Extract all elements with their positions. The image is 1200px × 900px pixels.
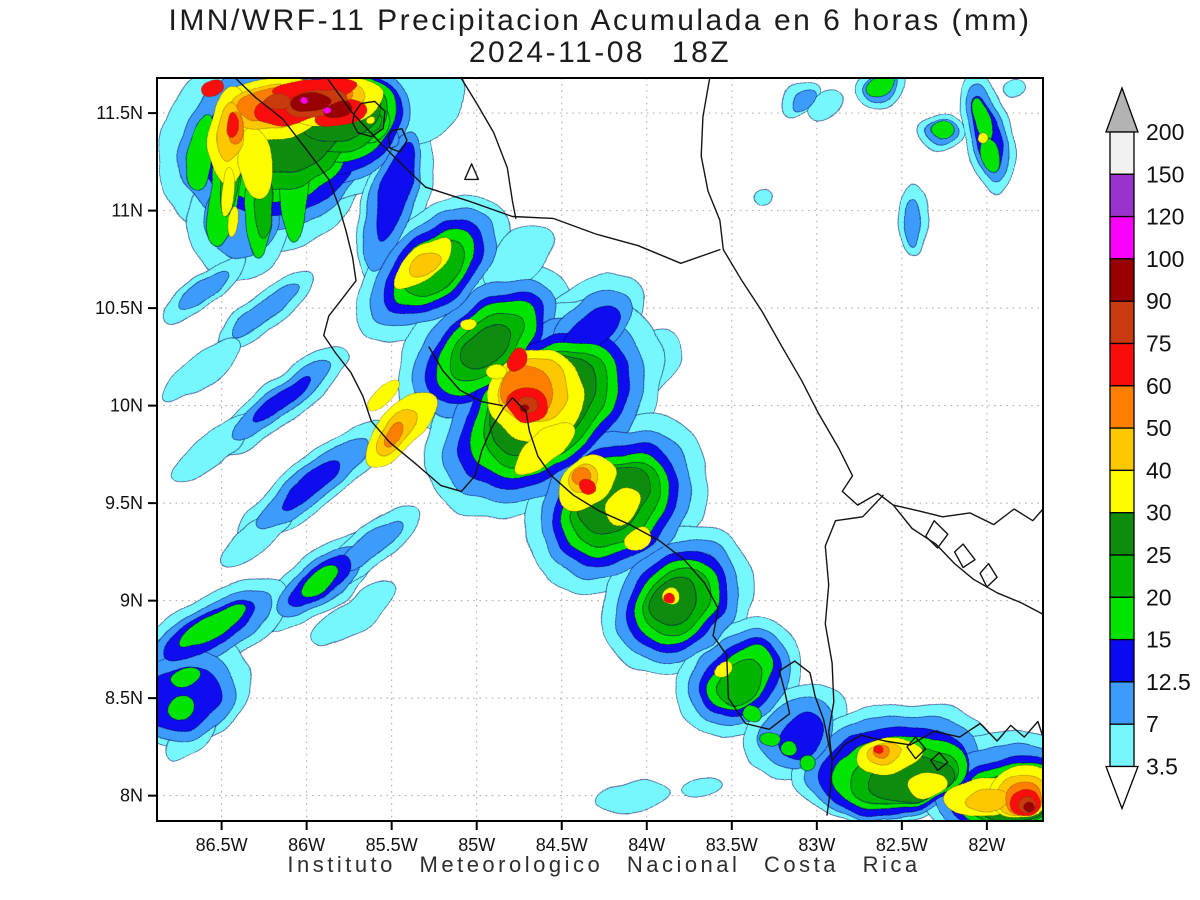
legend-boundary-label: 75 [1146, 331, 1172, 357]
lon-tick-label: 85.5W [366, 835, 418, 855]
legend-color-block [1109, 681, 1135, 725]
lon-tick-label: 84.5W [536, 835, 588, 855]
lon-tick-label: 83.5W [706, 835, 758, 855]
legend-boundary-label: 40 [1146, 457, 1172, 483]
legend-boundary-label: 120 [1146, 204, 1184, 230]
coastlines [234, 78, 1043, 816]
legend-boundary-label: 60 [1146, 373, 1172, 399]
legend-color-block [1109, 512, 1135, 556]
precipitation-field [157, 78, 1043, 821]
lat-tick-label: 9N [120, 591, 143, 611]
map-frame [156, 77, 1044, 822]
legend-color-block [1109, 131, 1135, 175]
legend-boundary-label: 12.5 [1146, 669, 1191, 695]
lon-tick-label: 84W [628, 835, 665, 855]
lat-tick-label: 10.5N [95, 298, 143, 318]
legend-color-block [1109, 427, 1135, 472]
lat-tick-label: 8N [120, 786, 143, 806]
institute-caption: Instituto Meteorologico Nacional Costa R… [287, 852, 921, 877]
legend-boundary-label: 25 [1146, 542, 1172, 568]
lat-tick-label: 11N [111, 201, 143, 221]
legend-color-block [1109, 596, 1135, 641]
legend-color-block [1109, 300, 1135, 345]
legend-boundary-label: 15 [1146, 627, 1172, 653]
legend-boundary-label: 20 [1146, 584, 1172, 610]
legend-over-arrow [1105, 86, 1139, 133]
legend-boundary-label: 90 [1146, 288, 1172, 314]
legend-boundary-label: 30 [1146, 500, 1172, 526]
lat-tick-label: 11.5N [96, 103, 143, 123]
legend-color-block [1109, 215, 1135, 260]
legend-color-block [1109, 554, 1135, 598]
lon-tick-label: 83W [798, 835, 835, 855]
lon-tick-label: 86W [288, 835, 325, 855]
legend-under-arrow [1105, 765, 1139, 811]
legend-color-block [1109, 385, 1135, 429]
lat-tick-label: 9.5N [105, 493, 143, 513]
legend-boundary-label: 50 [1146, 415, 1172, 441]
legend-boundary-label: 150 [1146, 161, 1184, 187]
legend-color-block [1109, 258, 1135, 302]
map-plot-area [156, 77, 1044, 822]
page-title: IMN/WRF-11 Precipitacion Acumulada en 6 … [168, 4, 1032, 37]
lon-tick-label: 86.5W [196, 835, 248, 855]
lon-tick-label: 82.5W [876, 835, 928, 855]
legend-boundary-label: 200 [1146, 119, 1184, 145]
lon-tick-label: 82W [968, 835, 1005, 855]
lat-tick-label: 10N [110, 396, 143, 416]
precip-level-90 [289, 90, 1036, 814]
valid-time-subtitle: 2024-11-08 18Z [468, 36, 732, 69]
legend-color-block [1109, 173, 1135, 218]
legend-boundary-label: 7 [1146, 711, 1159, 737]
precip-level-100 [300, 95, 332, 114]
legend-color-block [1109, 469, 1135, 514]
lon-tick-label: 85W [458, 835, 495, 855]
legend-boundary-label: 3.5 [1146, 754, 1178, 780]
legend-color-block [1109, 342, 1135, 387]
legend-colorbar: 200 150 120 100 90 75 60 50 40 30 25 20 15 12.5 7 3.5 [1105, 86, 1191, 811]
legend-boundary-label: 100 [1146, 246, 1184, 272]
legend-color-block [1109, 723, 1135, 768]
axes: 11.5N 11N 10.5N 10N 9.5N 9N 8.5N 8N 86.5W 86W 85.5… [95, 103, 1005, 855]
legend-color-block [1109, 638, 1135, 683]
lat-tick-label: 8.5N [105, 688, 143, 708]
